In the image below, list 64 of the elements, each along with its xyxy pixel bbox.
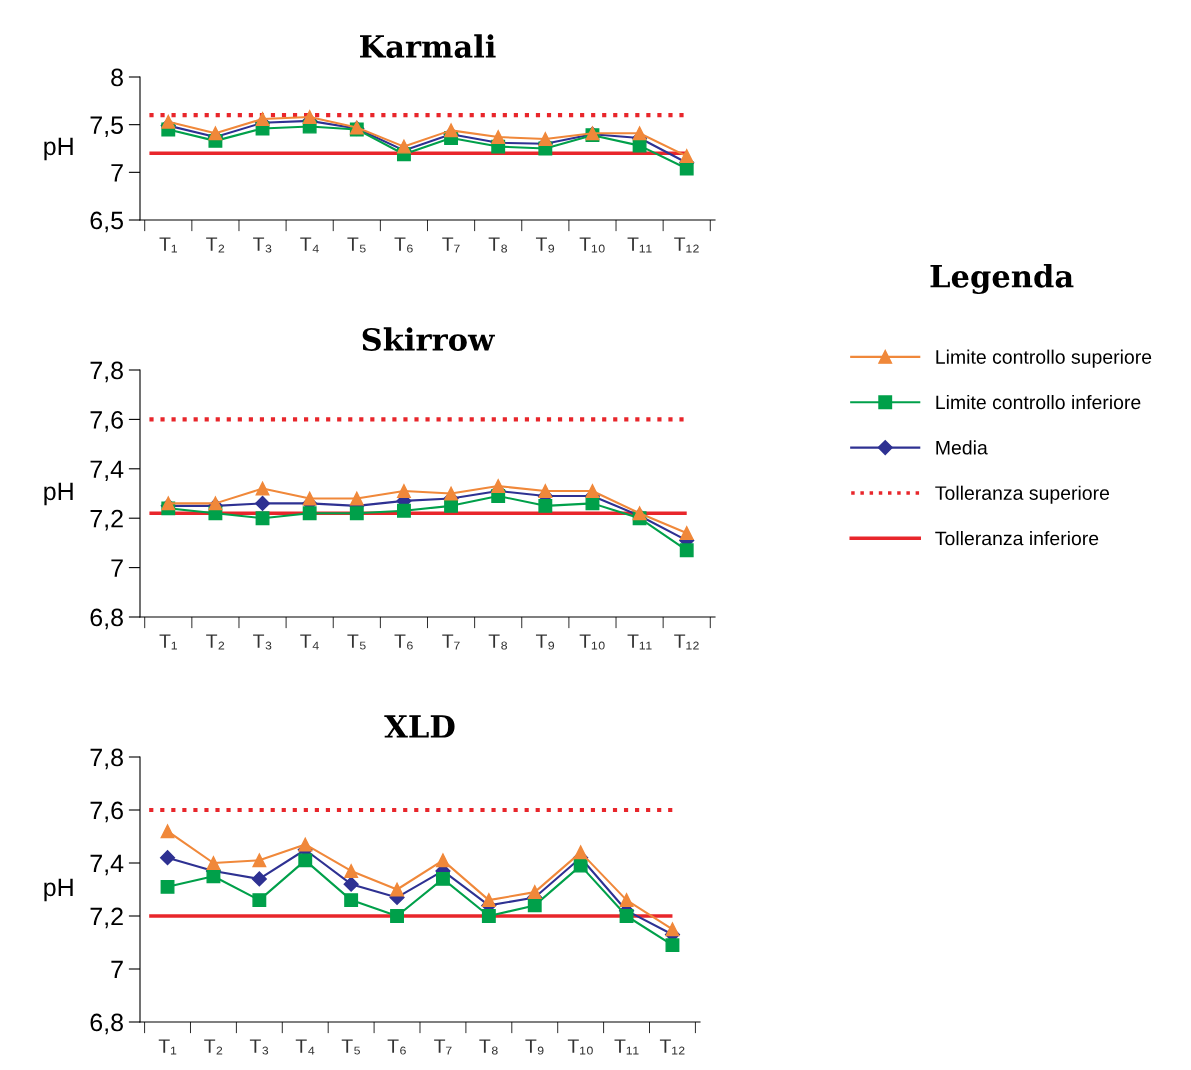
y-tick-label: 7,5 <box>90 116 123 137</box>
y-tick-label: 7,4 <box>90 854 124 876</box>
x-tick-label: T₁₁ <box>627 634 652 650</box>
y-tick-label: 7 <box>111 559 123 577</box>
x-tick-label: T₁₀ <box>567 1039 593 1055</box>
x-tick-label: T₅ <box>347 237 366 253</box>
x-tick-label: T₄ <box>295 1039 315 1055</box>
x-tick-label: T₃ <box>253 634 272 650</box>
x-tick-label: T₆ <box>387 1039 406 1055</box>
x-tick-label: T₅ <box>347 634 366 650</box>
x-tick-label: T₁₀ <box>579 634 605 650</box>
x-tick-label: T₈ <box>479 1039 498 1055</box>
y-tick-label: 7 <box>111 164 123 182</box>
x-tick-label: T₁ <box>158 1039 177 1055</box>
x-tick-label: T₄ <box>300 237 319 253</box>
y-tick-label: 7,2 <box>90 907 123 929</box>
y-axis-title: pH <box>44 137 73 161</box>
y-tick-label: 7,4 <box>90 460 124 482</box>
legend-label: Tolleranza superiore <box>935 485 1110 504</box>
x-tick-label: T₁₁ <box>627 237 652 253</box>
x-tick-label: T₁₂ <box>659 1039 685 1055</box>
x-tick-label: T₆ <box>394 634 413 650</box>
y-tick-label: 7,6 <box>90 801 123 823</box>
x-tick-label: T₂ <box>204 1039 223 1055</box>
x-tick-label: T₇ <box>442 634 460 650</box>
legend-label: Media <box>936 440 988 455</box>
y-axis-title: pH <box>44 482 73 506</box>
x-tick-label: T₁₀ <box>579 237 605 253</box>
x-tick-label: T₁ <box>159 634 177 650</box>
legend-label: Tolleranza inferiore <box>935 531 1099 546</box>
x-tick-label: T₉ <box>535 237 555 253</box>
x-tick-label: T₉ <box>525 1039 544 1055</box>
chart-title: Skirrow <box>362 327 495 351</box>
chart-title: Karmali <box>360 34 496 58</box>
x-tick-label: T₁ <box>159 237 177 253</box>
y-tick-label: 6,8 <box>90 608 123 630</box>
y-tick-label: 6,5 <box>90 211 123 233</box>
y-tick-label: 7,6 <box>90 411 123 432</box>
x-tick-label: T₂ <box>206 634 225 650</box>
x-tick-label: T₃ <box>249 1039 269 1055</box>
y-axis-title: pH <box>44 878 73 902</box>
x-tick-label: T₁₂ <box>674 634 699 650</box>
x-tick-label: T₁₂ <box>674 237 699 253</box>
x-tick-label: T₈ <box>488 634 508 650</box>
x-tick-label: T₂ <box>206 237 225 253</box>
y-tick-label: 7,2 <box>90 509 123 531</box>
y-tick-label: 6,8 <box>90 1013 123 1035</box>
y-tick-label: 7,8 <box>90 748 123 770</box>
x-tick-label: T₇ <box>442 237 460 253</box>
x-tick-label: T₃ <box>253 237 272 253</box>
legend-title: Legenda <box>930 264 1074 295</box>
x-tick-label: T₉ <box>535 634 555 650</box>
x-tick-label: T₇ <box>434 1039 452 1055</box>
chart-title: XLD <box>384 715 455 738</box>
y-tick-label: 8 <box>111 68 123 87</box>
x-tick-label: T₄ <box>300 634 319 650</box>
legend-label: Limite controllo inferiore <box>936 394 1141 410</box>
y-tick-label: 7 <box>111 960 123 979</box>
x-tick-label: T₆ <box>394 237 413 253</box>
x-tick-label: T₈ <box>488 237 508 253</box>
legend-label: Limite controllo superiore <box>936 349 1152 368</box>
x-tick-label: T₅ <box>341 1039 360 1055</box>
x-tick-label: T₁₁ <box>614 1039 639 1055</box>
y-tick-label: 7,8 <box>90 361 123 383</box>
